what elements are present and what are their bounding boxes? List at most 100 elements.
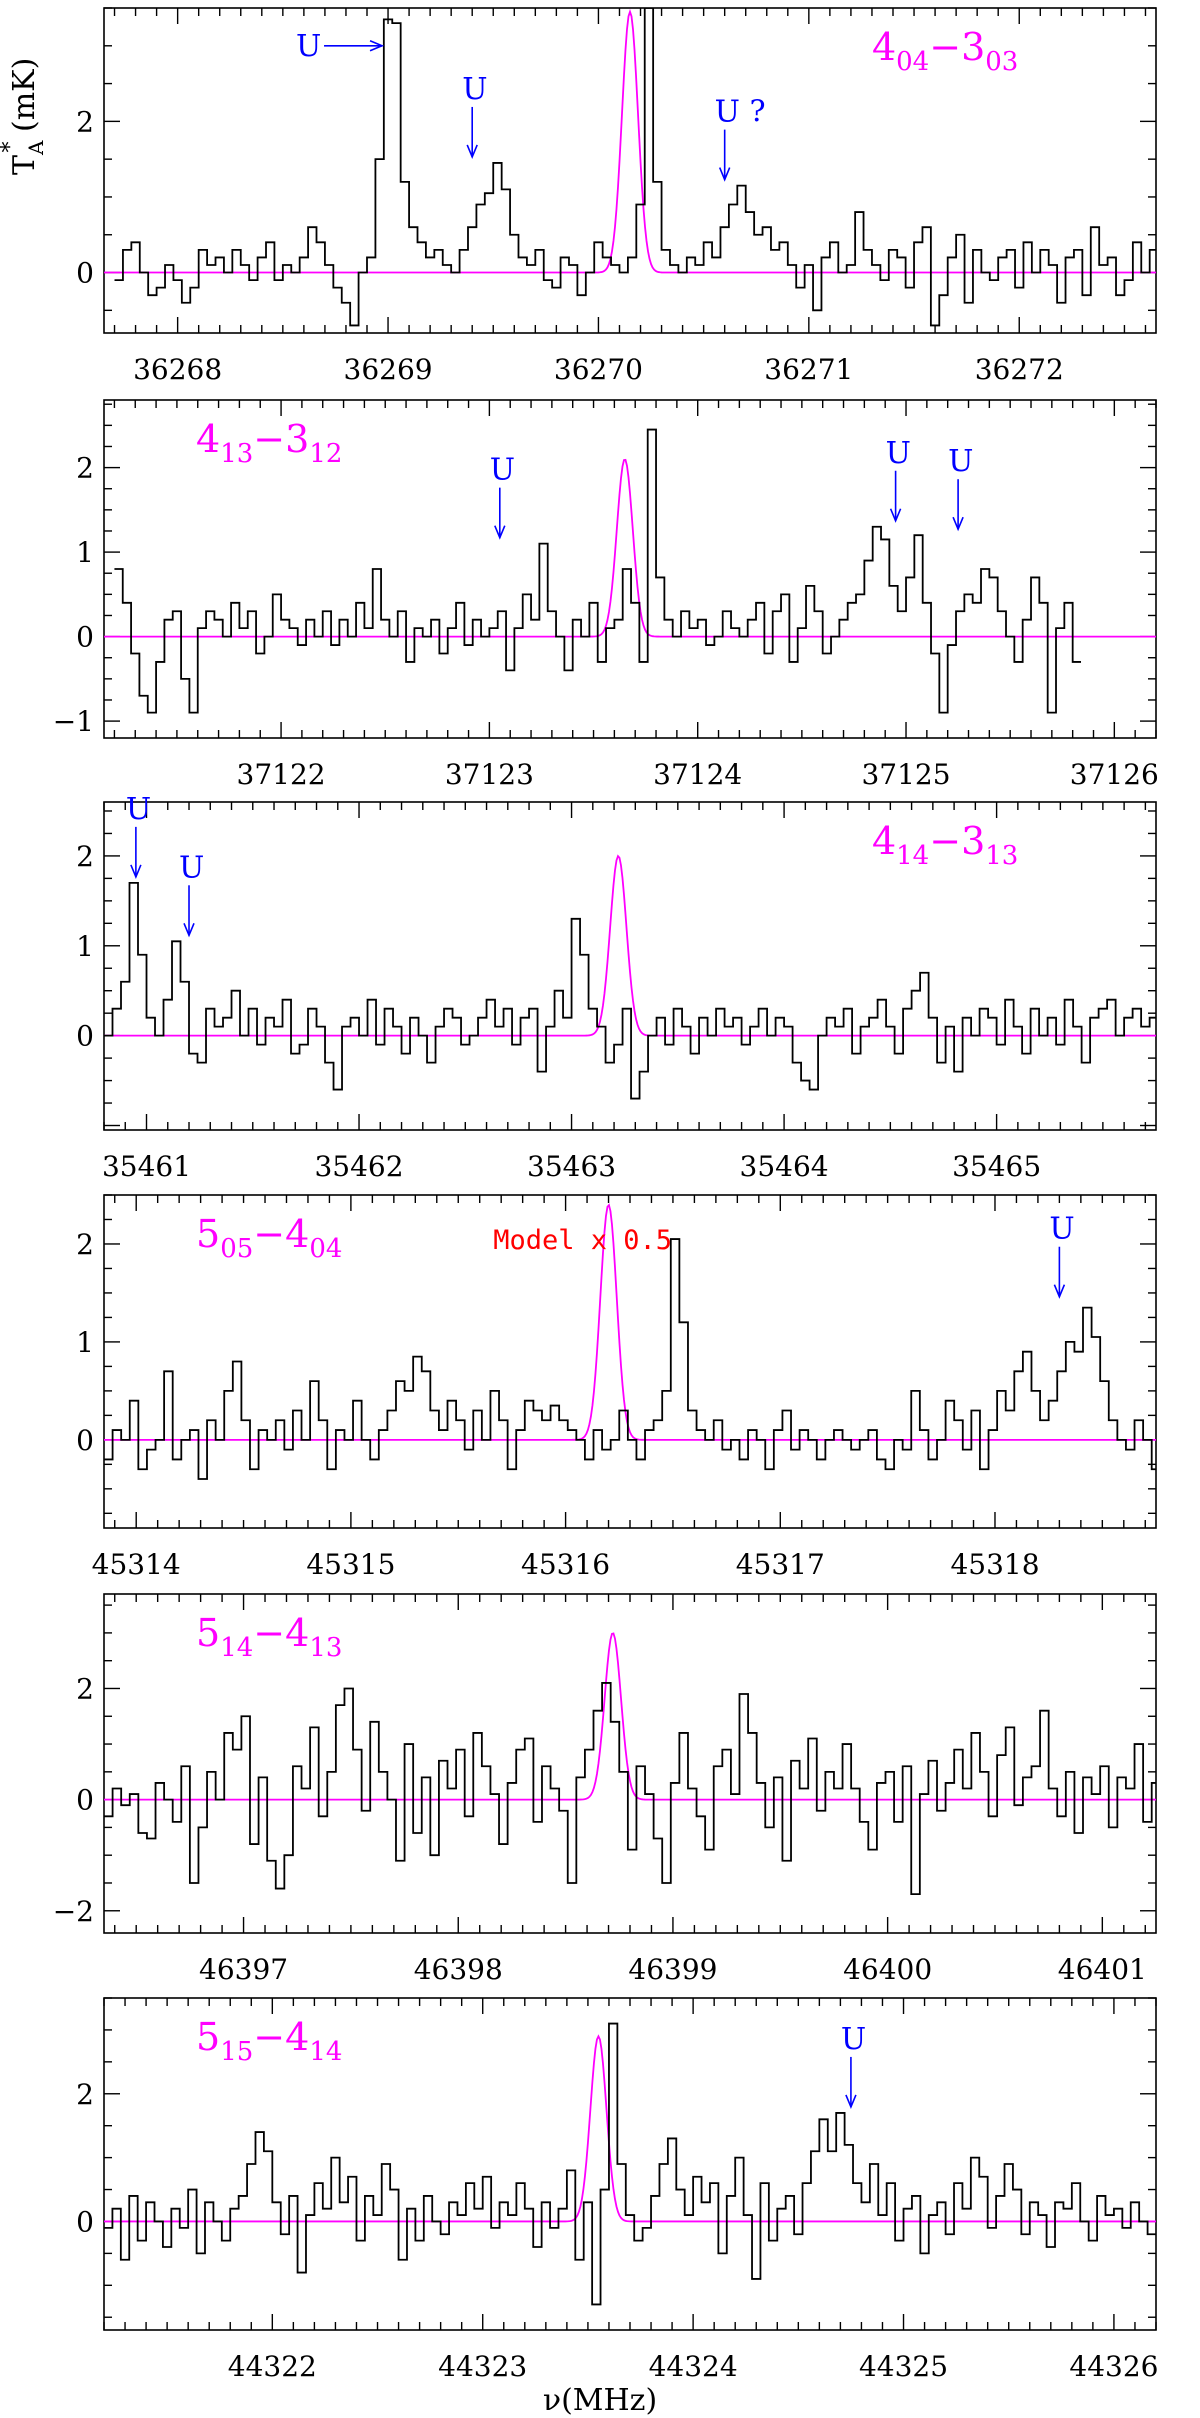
u-arrowhead [494,525,506,540]
model-line [104,458,1156,638]
transition-label-part: 4 [196,417,220,461]
y-tick-label: 0 [76,1020,94,1053]
transition-label-part: − [253,1611,285,1655]
u-annotation: U [886,436,911,523]
plot-frame [103,399,1157,739]
u-arrowhead [466,144,478,160]
transition-label-part: 05 [220,1234,253,1264]
u-arrowhead [1053,1284,1066,1299]
x-tick-label: 36270 [554,353,643,386]
u-annotation: U [1049,1212,1075,1299]
panel-1: 36268 36269 36270 36271 36272 0 2 404−303 U U U ? [76,7,1157,386]
ylabel-unit: (mK) [7,58,42,142]
transition-label-part: 4 [285,2015,309,2059]
x-tick-label: 45316 [521,1548,610,1581]
transition-label: 515−414 [196,2015,342,2067]
plot-area [104,8,1156,327]
x-tick-label: 35464 [740,1150,829,1183]
u-annotation: U [126,792,151,879]
transition-label-part: 5 [196,2015,220,2059]
x-tick-label: 37122 [237,758,326,791]
transition-label-part: 03 [985,47,1018,77]
u-arrowhead [845,2094,857,2109]
u-label: U ? [715,95,766,130]
panel-6: 44322 44323 44324 44325 44326 0 2 515−414 U [76,1997,1158,2383]
transition-label-part: 3 [285,417,309,461]
transition-label-part: 4 [872,819,896,863]
u-arrowhead [718,167,731,182]
transition-label-part: 13 [309,1633,342,1663]
y-tick-label: −1 [53,705,94,738]
x-tick-label: 37124 [653,758,742,791]
u-arrowhead [369,40,385,52]
u-annotation: U ? [715,95,766,182]
transition-label-part: − [253,1212,285,1256]
ylabel-sub: A [24,140,48,156]
plot-area [104,2022,1156,2306]
observed-spectrum [104,881,1156,1100]
x-tick-label: 46398 [414,1953,503,1986]
y-tick-label: 0 [76,1784,94,1817]
u-label: U [948,444,973,479]
transition-label-part: − [929,25,961,69]
x-tick-label: 46399 [628,1953,717,1986]
y-axis-title: TA* (mK) [0,58,48,175]
u-label: U [179,850,204,885]
transition-label-part: 04 [309,1234,342,1264]
transition-label-part: 14 [220,1633,253,1663]
model-scale-note: Model x 0.5 [493,1225,672,1256]
transition-label-part: − [929,819,961,863]
u-annotation: U [948,444,973,532]
transition-label-part: − [253,2015,285,2059]
transition-label-part: 4 [872,25,896,69]
x-axis-title: ν(MHz) [543,2383,657,2418]
y-tick-label: 1 [76,1326,94,1359]
x-tick-label: 44325 [859,2350,948,2383]
plot-area [104,428,1156,714]
plot-area [104,1632,1156,1895]
transition-label-part: 14 [309,2037,342,2067]
y-tick-label: 2 [76,452,94,485]
x-tick-label: 35462 [314,1150,403,1183]
y-tick-label: 2 [76,1228,94,1261]
x-tick-label: 36269 [344,353,433,386]
transition-label: 505−404 [196,1212,342,1264]
plot-area [104,854,1156,1100]
plot-frame [103,801,1157,1131]
observed-spectrum [104,1682,1156,1895]
model-line [104,1632,1156,1801]
transition-label: 413−312 [196,417,342,469]
transition-label-part: 5 [196,1212,220,1256]
model-line [104,2034,1156,2223]
transition-label-part: − [253,417,285,461]
x-tick-label: 35465 [952,1150,1041,1183]
u-arrowhead [952,516,964,532]
observed-spectrum [104,2022,1156,2306]
observed-spectrum [114,428,1082,714]
y-tick-label: 2 [76,2078,94,2111]
x-tick-label: 44324 [649,2350,738,2383]
y-tick-label: 0 [76,257,94,290]
x-tick-label: 44323 [438,2350,527,2383]
u-label: U [296,29,321,64]
plot-area [104,1203,1156,1480]
ylabel-main: T [7,155,42,175]
observed-spectrum [104,1238,1156,1480]
x-tick-label: 37125 [861,758,950,791]
panel-3: 35461 35462 35463 35464 35465 0 1 2 414−313 UU [76,792,1157,1183]
u-label: U [1049,1212,1074,1247]
y-tick-label: 2 [76,1672,94,1705]
y-tick-label: 1 [76,930,94,963]
u-annotation: U [490,453,515,540]
transition-label-part: 13 [985,841,1018,871]
plot-frame [103,7,1157,334]
u-label: U [841,2022,866,2057]
transition-label: 404−303 [872,25,1018,77]
u-arrowhead [889,508,902,523]
u-arrowhead [183,922,195,938]
y-tick-label: 1 [76,536,94,569]
x-tick-label: 45318 [950,1548,1039,1581]
y-tick-label: 2 [76,105,94,138]
transition-label-part: 3 [961,25,985,69]
